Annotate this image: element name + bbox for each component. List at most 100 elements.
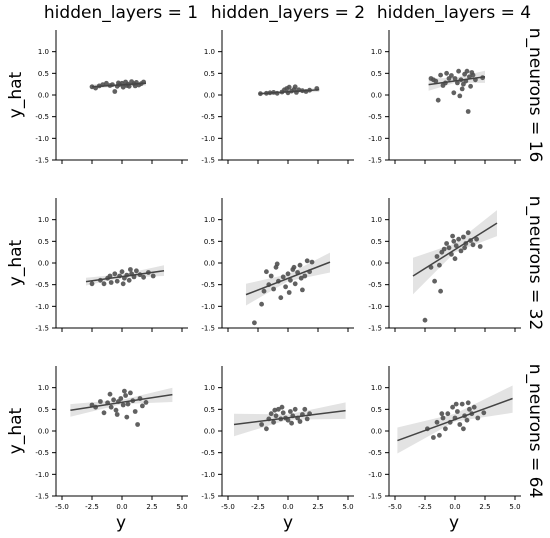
data-point	[459, 86, 465, 92]
data-point	[104, 80, 109, 86]
y-axis-label: y_hat	[6, 71, 26, 118]
data-point	[467, 74, 472, 80]
data-point	[432, 278, 437, 284]
data-point	[126, 277, 132, 283]
data-point	[465, 230, 471, 236]
data-point	[140, 403, 145, 409]
data-point	[444, 70, 449, 76]
y-tick-label: -1.0	[35, 303, 49, 311]
data-point	[437, 432, 442, 438]
facet-panel: -1.5 -1.0 -0.5 0.0 0.5 1.0	[35, 198, 188, 333]
data-point	[452, 76, 458, 81]
data-point	[457, 93, 463, 99]
data-point	[268, 411, 274, 417]
data-point	[439, 411, 445, 417]
data-point	[300, 287, 305, 293]
regression-line	[412, 222, 498, 277]
regression-line	[85, 270, 165, 283]
data-point	[107, 273, 113, 279]
data-point	[441, 246, 447, 252]
y-tick-label: -1.0	[201, 471, 215, 479]
y-tick-label: 0.0	[371, 428, 382, 436]
data-point	[274, 261, 280, 267]
data-point	[276, 406, 281, 412]
data-point	[122, 388, 127, 394]
data-point	[459, 401, 465, 407]
data-point	[143, 400, 149, 405]
regression-line	[233, 409, 346, 426]
data-point	[120, 84, 126, 90]
data-point	[134, 268, 139, 274]
y-tick-label: -1.0	[368, 471, 382, 479]
data-point	[98, 399, 103, 404]
data-point	[451, 238, 457, 244]
y-tick-label: -0.5	[201, 281, 215, 289]
data-point	[456, 68, 461, 74]
y-tick-label: 0.0	[371, 260, 382, 268]
data-point	[450, 233, 455, 239]
data-point	[280, 274, 286, 280]
y-tick-label: 0.0	[204, 428, 215, 436]
facet-panel: -1.5 -1.0 -0.5 0.0 0.5 1.0 -5.0 -2.5 0.0 2.5 5.0	[201, 366, 354, 511]
data-point	[477, 244, 483, 249]
y-tick-label: 1.0	[38, 48, 49, 56]
x-tick-label: 0.0	[449, 503, 460, 511]
data-point	[468, 83, 473, 89]
data-point	[127, 390, 133, 396]
data-point	[252, 320, 257, 326]
data-point	[112, 271, 118, 277]
data-point	[445, 411, 451, 417]
data-point	[286, 84, 292, 90]
y-tick-label: -1.5	[368, 493, 382, 501]
x-tick-label: -2.5	[85, 503, 99, 511]
y-axis-label: y_hat	[6, 239, 26, 286]
data-point	[465, 400, 471, 406]
data-point	[108, 280, 114, 285]
data-point	[458, 248, 464, 254]
facet-panel: -1.5 -1.0 -0.5 0.0 0.5 1.0	[201, 198, 354, 333]
data-point	[434, 254, 440, 259]
data-point	[288, 277, 293, 283]
facet-panel: -1.5 -1.0 -0.5 0.0 0.5 1.0	[35, 30, 188, 165]
y-tick-label: 1.0	[204, 48, 215, 56]
data-point	[116, 80, 121, 86]
data-point	[292, 84, 298, 90]
data-point	[481, 410, 487, 416]
y-tick-label: -1.0	[368, 135, 382, 143]
x-tick-label: 2.5	[312, 503, 323, 511]
y-tick-label: 0.5	[204, 238, 215, 246]
data-point	[132, 409, 138, 414]
data-point	[259, 301, 264, 307]
data-point	[438, 72, 443, 78]
y-tick-label: -1.5	[201, 325, 215, 333]
x-tick-label: 2.5	[146, 503, 157, 511]
data-point	[114, 412, 120, 417]
data-point	[108, 404, 114, 410]
data-point	[297, 262, 303, 268]
y-tick-label: 0.0	[38, 428, 49, 436]
data-point	[464, 417, 470, 423]
data-point	[440, 415, 446, 421]
y-tick-label: 0.5	[38, 406, 49, 414]
regression-line	[397, 397, 513, 442]
data-point	[461, 426, 466, 432]
y-tick-label: 1.0	[204, 216, 215, 224]
y-tick-label: -0.5	[201, 113, 215, 121]
data-point	[431, 435, 436, 440]
data-point	[446, 245, 452, 251]
data-point	[304, 416, 310, 422]
data-point	[302, 406, 308, 412]
y-tick-label: 1.0	[371, 48, 382, 56]
data-point	[271, 286, 276, 292]
data-point	[120, 281, 126, 287]
data-point	[89, 281, 95, 287]
data-point	[449, 73, 454, 78]
data-point	[435, 97, 441, 103]
column-title: hidden_layers = 4	[377, 3, 531, 23]
data-point	[298, 275, 304, 281]
data-point	[280, 410, 286, 416]
data-point	[292, 281, 298, 287]
data-point	[278, 295, 284, 301]
y-tick-label: 0.0	[38, 92, 49, 100]
data-point	[135, 422, 141, 427]
